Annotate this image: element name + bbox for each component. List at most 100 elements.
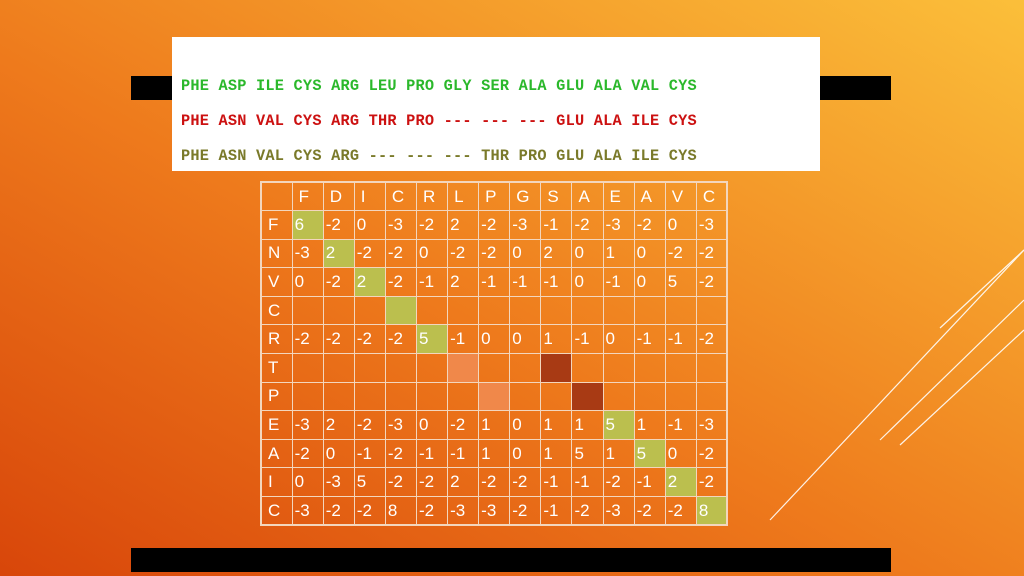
- matrix-cell: [447, 353, 480, 383]
- row-header: C: [260, 496, 293, 526]
- matrix-cell: -3: [322, 467, 355, 498]
- matrix-cell: 0: [291, 267, 324, 297]
- matrix-cell: -3: [384, 410, 417, 440]
- matrix-cell: [540, 295, 573, 326]
- matrix-cell: -2: [571, 210, 604, 240]
- matrix-cell: -2: [353, 496, 386, 526]
- matrix-cell: -2: [447, 410, 480, 440]
- matrix-cell: 2: [322, 238, 355, 269]
- col-header: I: [353, 181, 386, 212]
- matrix-row: I 0 -3 5 -2 -2 2 -2 -2 -1 -1 -2 -1 2 -2: [260, 467, 728, 498]
- matrix-cell: 2: [664, 467, 697, 498]
- row-header: V: [260, 267, 293, 297]
- matrix-corner-cell: [260, 181, 293, 212]
- matrix-cell: [384, 353, 417, 383]
- matrix-cell: [509, 381, 542, 412]
- matrix-cell: 0: [571, 238, 604, 269]
- matrix-cell: 0: [478, 324, 511, 355]
- matrix-cell: -3: [509, 210, 542, 240]
- matrix-cell: [664, 295, 697, 326]
- matrix-cell: -3: [602, 210, 635, 240]
- matrix-cell: -2: [291, 324, 324, 355]
- col-header: G: [509, 181, 542, 212]
- matrix-cell: [602, 381, 635, 412]
- matrix-cell: -1: [571, 324, 604, 355]
- matrix-cell: 0: [602, 324, 635, 355]
- col-header: F: [291, 181, 324, 212]
- matrix-cell: [509, 295, 542, 326]
- row-header: A: [260, 438, 293, 469]
- matrix-cell: 2: [540, 238, 573, 269]
- matrix-cell: -1: [353, 438, 386, 469]
- col-header: S: [540, 181, 573, 212]
- matrix-cell: 5: [571, 438, 604, 469]
- row-header: E: [260, 410, 293, 440]
- matrix-cell: 1: [571, 410, 604, 440]
- matrix-row: T: [260, 353, 728, 383]
- col-header: E: [602, 181, 635, 212]
- matrix-cell: [571, 295, 604, 326]
- matrix-cell: 1: [540, 324, 573, 355]
- matrix-cell: [633, 381, 666, 412]
- matrix-cell: [571, 353, 604, 383]
- matrix-cell: -1: [633, 324, 666, 355]
- matrix-cell: [540, 381, 573, 412]
- matrix-cell: 5: [633, 438, 666, 469]
- matrix-cell: [447, 381, 480, 412]
- matrix-cell: [571, 381, 604, 412]
- matrix-cell: -3: [695, 210, 728, 240]
- matrix-cell: 0: [415, 410, 449, 440]
- matrix-cell: [447, 295, 480, 326]
- matrix-cell: 0: [633, 267, 666, 297]
- sequence-2: PHE ASN VAL CYS ARG THR PRO --- --- --- …: [181, 112, 697, 130]
- matrix-cell: 2: [447, 267, 480, 297]
- matrix-cell: [478, 353, 511, 383]
- row-header: N: [260, 238, 293, 269]
- matrix-cell: -2: [384, 267, 417, 297]
- matrix-cell: [322, 381, 355, 412]
- matrix-cell: 1: [633, 410, 666, 440]
- matrix-cell: -2: [384, 438, 417, 469]
- matrix-cell: -3: [384, 210, 417, 240]
- matrix-cell: 2: [447, 210, 480, 240]
- matrix-cell: -2: [322, 267, 355, 297]
- matrix-cell: -2: [695, 467, 728, 498]
- matrix-cell: -1: [415, 267, 449, 297]
- matrix-cell: 2: [353, 267, 386, 297]
- matrix-cell: 0: [322, 438, 355, 469]
- matrix-cell: -2: [353, 238, 386, 269]
- col-header: A: [571, 181, 604, 212]
- matrix-cell: -2: [353, 324, 386, 355]
- matrix-cell: 6: [291, 210, 324, 240]
- matrix-cell: 0: [509, 438, 542, 469]
- matrix-cell: -2: [415, 210, 449, 240]
- matrix-cell: [291, 295, 324, 326]
- matrix-cell: [322, 295, 355, 326]
- matrix-cell: 0: [291, 467, 324, 498]
- row-header: C: [260, 295, 293, 326]
- matrix-cell: 1: [602, 438, 635, 469]
- matrix-cell: -2: [384, 324, 417, 355]
- matrix-cell: -2: [322, 496, 355, 526]
- matrix-cell: 0: [509, 324, 542, 355]
- matrix-cell: 1: [540, 410, 573, 440]
- matrix-cell: -2: [478, 210, 511, 240]
- matrix-cell: -2: [602, 467, 635, 498]
- matrix-cell: 0: [664, 210, 697, 240]
- matrix-cell: -2: [478, 467, 511, 498]
- matrix-row: C: [260, 295, 728, 326]
- matrix-cell: [353, 295, 386, 326]
- matrix-cell: 1: [602, 238, 635, 269]
- matrix-cell: 2: [447, 467, 480, 498]
- matrix-cell: 8: [384, 496, 417, 526]
- matrix-row: N -3 2 -2 -2 0 -2 -2 0 2 0 1 0 -2 -2: [260, 238, 728, 269]
- bottom-black-bar: [131, 548, 891, 572]
- matrix-cell: [664, 353, 697, 383]
- matrix-cell: [540, 353, 573, 383]
- matrix-row: F 6 -2 0 -3 -2 2 -2 -3 -1 -2 -3 -2 0 -3: [260, 210, 728, 240]
- matrix-cell: -3: [291, 410, 324, 440]
- col-header: C: [695, 181, 728, 212]
- matrix-cell: [415, 295, 449, 326]
- matrix-cell: 0: [353, 210, 386, 240]
- matrix-cell: -3: [291, 238, 324, 269]
